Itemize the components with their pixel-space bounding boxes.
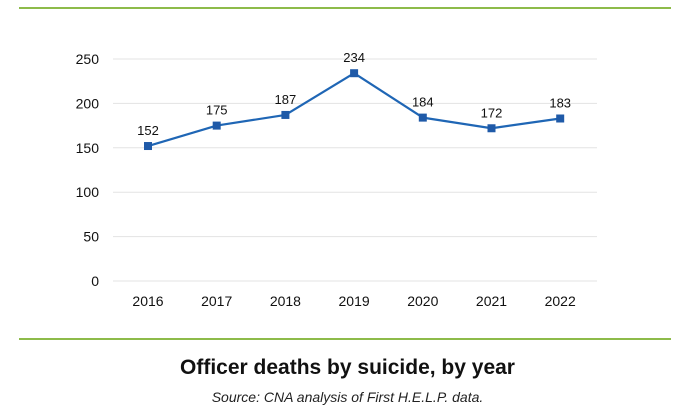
x-tick-label: 2021 [476,293,507,309]
y-tick-label: 50 [83,229,99,245]
y-tick-label: 150 [76,140,100,156]
y-tick-label: 200 [76,95,100,111]
y-tick-label: 0 [91,273,99,289]
x-tick-label: 2022 [545,293,576,309]
data-label: 175 [206,103,228,118]
x-tick-label: 2016 [132,293,163,309]
y-tick-label: 100 [76,184,100,200]
data-point [281,110,290,119]
data-point [212,121,221,130]
data-label: 234 [343,50,365,65]
data-point [418,113,427,122]
y-axis-ticks: 0 50 100 150 200 250 [76,51,100,289]
series [144,69,565,151]
data-label: 183 [549,95,571,110]
data-point [350,69,359,78]
data-labels: 152 175 187 234 184 172 183 [137,50,571,138]
data-point [487,124,496,133]
data-label: 187 [275,92,297,107]
chart-source: Source: CNA analysis of First H.E.L.P. d… [211,389,484,405]
top-divider [19,7,671,9]
x-tick-label: 2019 [339,293,370,309]
line-chart: 0 50 100 150 200 250 2016 2017 2018 2019 2020 2021… [76,50,597,309]
x-axis-ticks: 2016 2017 2018 2019 2020 2021 2022 [132,293,576,309]
gridlines [113,58,597,282]
y-tick-label: 250 [76,51,100,67]
data-label: 152 [137,123,159,138]
data-label: 184 [412,95,434,110]
x-tick-label: 2017 [201,293,232,309]
bottom-divider [19,338,671,340]
data-point [144,142,152,151]
chart-title: Officer deaths by suicide, by year [180,356,515,379]
x-tick-label: 2018 [270,293,301,309]
data-point [556,114,565,123]
data-label: 172 [481,105,503,120]
x-tick-label: 2020 [407,293,438,309]
